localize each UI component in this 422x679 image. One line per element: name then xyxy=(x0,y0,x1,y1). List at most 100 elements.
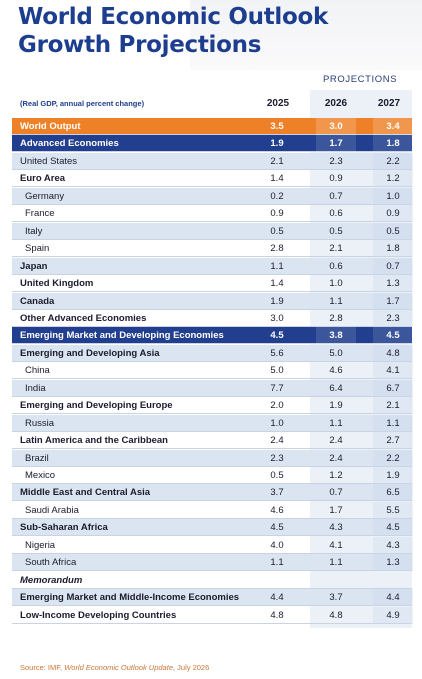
table-row: Saudi Arabia 4.6 1.7 5.5 xyxy=(12,501,413,519)
cell-value: 2.1 xyxy=(373,397,413,415)
cell-value: 1.7 xyxy=(316,135,356,153)
cell-value: 0.9 xyxy=(373,205,413,223)
cell-value: 2.7 xyxy=(373,432,413,450)
source-text: , July 2026 xyxy=(173,663,210,672)
row-label: France xyxy=(25,208,55,220)
cell-value: 3.7 xyxy=(270,487,284,499)
cell-value: 0.5 xyxy=(270,470,284,481)
table-row: Brazil 2.3 2.4 2.2 xyxy=(12,449,413,467)
cell-value: 5.5 xyxy=(373,501,413,519)
row-label: Emerging and Developing Asia xyxy=(20,347,160,359)
cell-value: 2.8 xyxy=(270,243,284,255)
column-header: 2026 xyxy=(324,98,348,109)
cell-value: 4.1 xyxy=(373,362,413,380)
cell-value: 0.6 xyxy=(329,260,343,272)
cell-value: 4.4 xyxy=(373,589,413,607)
cell-value: 2.3 xyxy=(270,452,284,464)
table-row: Russia 1.0 1.1 1.1 xyxy=(12,414,413,432)
cell-value: 1.1 xyxy=(373,414,413,432)
cell-value: 2.2 xyxy=(373,449,413,467)
cell-value: 1.1 xyxy=(270,260,284,272)
cell-value: 4.8 xyxy=(270,609,284,621)
cell-value: 1.8 xyxy=(373,240,413,258)
title: World Economic Outlook xyxy=(18,4,328,30)
table-row: France 0.9 0.6 0.9 xyxy=(12,205,413,223)
cell-value: 2.4 xyxy=(329,452,343,464)
cell-value: 7.7 xyxy=(270,382,284,394)
row-label: Euro Area xyxy=(20,173,66,185)
cell-value: 5.0 xyxy=(270,365,284,377)
cell-value: 5.6 xyxy=(270,347,284,359)
table-row: Advanced Economies 1.9 1.7 1.8 xyxy=(12,135,413,153)
cell-value: 3.0 xyxy=(316,118,356,135)
cell-value: 0.5 xyxy=(270,225,284,237)
table-row: Nigeria 4.0 4.1 4.3 xyxy=(12,536,413,554)
column-header: 2027 xyxy=(377,98,401,109)
cell-value: 1.0 xyxy=(373,187,413,205)
cell-value: 3.4 xyxy=(373,118,413,135)
cell-value: 1.2 xyxy=(373,170,413,188)
row-label: Brazil xyxy=(25,452,49,464)
table-row: United States 2.1 2.3 2.2 xyxy=(12,152,413,170)
cell-value: 0.6 xyxy=(329,208,343,220)
table-row: Middle East and Central Asia 3.7 0.7 6.5 xyxy=(12,484,413,502)
row-label: Spain xyxy=(25,243,50,255)
cell-value: 1.9 xyxy=(270,295,284,307)
row-label: Japan xyxy=(20,260,48,272)
table-row: Spain 2.8 2.1 1.8 xyxy=(12,240,413,258)
cell-value: 5.0 xyxy=(329,347,343,359)
row-label: Mexico xyxy=(25,470,56,481)
cell-value: 0.5 xyxy=(329,225,343,237)
source-title: World Economic Outlook Update xyxy=(64,663,173,672)
row-label: Middle East and Central Asia xyxy=(20,487,151,499)
table-row: Other Advanced Economies 3.0 2.8 2.3 xyxy=(12,309,413,327)
table-row: Emerging and Developing Europe 2.0 1.9 2.1 xyxy=(12,397,413,415)
row-label: Low-Income Developing Countries xyxy=(20,609,177,621)
cell-value: 1.2 xyxy=(329,470,343,481)
row-label: Advanced Economies xyxy=(20,138,119,150)
cell-value: 2.3 xyxy=(329,155,343,167)
table-row: United Kingdom 1.4 1.0 1.3 xyxy=(12,275,413,293)
table-row: Germany 0.2 0.7 1.0 xyxy=(12,187,413,205)
row-label: United States xyxy=(20,155,78,167)
cell-value: 4.1 xyxy=(329,539,343,551)
row-label: Nigeria xyxy=(25,539,56,551)
cell-value: 0.7 xyxy=(373,257,413,275)
cell-value: 1.4 xyxy=(270,278,284,290)
cell-value: 4.5 xyxy=(270,522,284,534)
table-row: Emerging Market and Middle-Income Econom… xyxy=(12,589,413,607)
cell-value: 4.9 xyxy=(373,606,413,624)
row-label: Saudi Arabia xyxy=(25,504,79,516)
cell-value: 3.5 xyxy=(270,121,284,132)
row-label: World Output xyxy=(20,121,81,132)
row-label: Emerging Market and Middle-Income Econom… xyxy=(20,592,240,604)
column-header: 2025 xyxy=(266,98,290,109)
row-label: Italy xyxy=(25,225,43,237)
cell-value: 4.5 xyxy=(373,327,413,345)
cell-value: 6.7 xyxy=(373,379,413,397)
cell-value: 1.9 xyxy=(373,467,413,484)
cell-value: 4.3 xyxy=(373,536,413,554)
cell-value: 1.1 xyxy=(270,557,284,569)
cell-value: 0.5 xyxy=(373,222,413,240)
table-row: Latin America and the Caribbean 2.4 2.4 2.7 xyxy=(12,432,413,450)
cell-value: 1.9 xyxy=(329,400,343,412)
cell-value: 2.1 xyxy=(270,155,284,167)
table-row: Emerging and Developing Asia 5.6 5.0 4.8 xyxy=(12,344,413,362)
table-row: Sub-Saharan Africa 4.5 4.3 4.5 xyxy=(12,519,413,537)
row-label: South Africa xyxy=(25,557,77,569)
cell-value: 0.9 xyxy=(270,208,284,220)
cell-value: 1.3 xyxy=(373,275,413,293)
row-label: United Kingdom xyxy=(20,278,94,290)
cell-value: 1.8 xyxy=(373,135,413,153)
cell-value: 2.1 xyxy=(329,243,343,255)
row-label: Other Advanced Economies xyxy=(20,312,147,324)
cell-value: 1.9 xyxy=(270,138,284,150)
table-row: World Output 3.5 3.0 3.4 xyxy=(12,118,413,135)
cell-value: 1.1 xyxy=(329,557,343,569)
row-label: Canada xyxy=(20,295,55,307)
cell-value: 4.6 xyxy=(329,365,343,377)
cell-value: 2.2 xyxy=(373,152,413,170)
cell-value: 1.1 xyxy=(329,295,343,307)
